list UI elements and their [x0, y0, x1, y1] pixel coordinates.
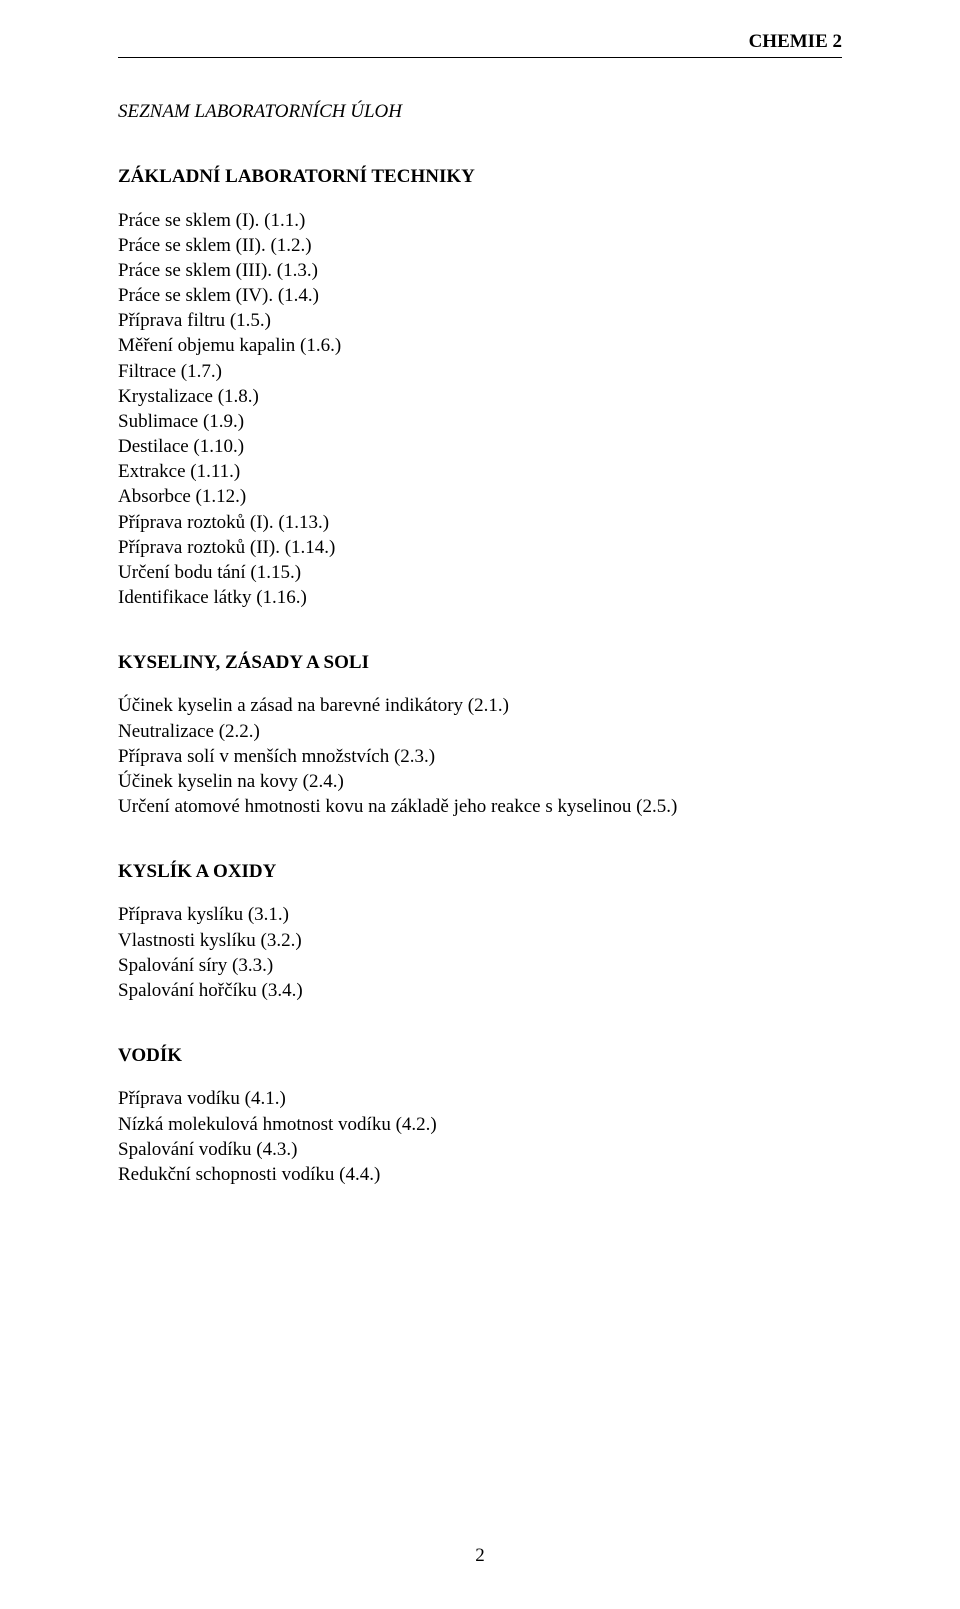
list-item: Práce se sklem (I). (1.1.) — [118, 209, 842, 232]
list-item: Příprava roztoků (II). (1.14.) — [118, 536, 842, 559]
list-item: Absorbce (1.12.) — [118, 485, 842, 508]
list-item: Účinek kyselin a zásad na barevné indiká… — [118, 694, 842, 717]
list-item: Neutralizace (2.2.) — [118, 720, 842, 743]
main-heading: SEZNAM LABORATORNÍCH ÚLOH — [118, 100, 842, 123]
list-item: Příprava solí v menších množstvích (2.3.… — [118, 745, 842, 768]
list-item: Sublimace (1.9.) — [118, 410, 842, 433]
list-item: Příprava kyslíku (3.1.) — [118, 903, 842, 926]
section-title-techniky: ZÁKLADNÍ LABORATORNÍ TECHNIKY — [118, 165, 842, 188]
course-label: CHEMIE 2 — [118, 30, 842, 53]
list-item: Určení atomové hmotnosti kovu na základě… — [118, 795, 842, 818]
list-item: Účinek kyselin na kovy (2.4.) — [118, 770, 842, 793]
item-list-kyseliny: Účinek kyselin a zásad na barevné indiká… — [118, 694, 842, 818]
list-item: Krystalizace (1.8.) — [118, 385, 842, 408]
header-divider — [118, 57, 842, 58]
section-title-kyslik: KYSLÍK A OXIDY — [118, 860, 842, 883]
list-item: Spalování síry (3.3.) — [118, 954, 842, 977]
list-item: Identifikace látky (1.16.) — [118, 586, 842, 609]
list-item: Příprava roztoků (I). (1.13.) — [118, 511, 842, 534]
section-title-kyseliny: KYSELINY, ZÁSADY A SOLI — [118, 651, 842, 674]
list-item: Práce se sklem (III). (1.3.) — [118, 259, 842, 282]
list-item: Spalování hořčíku (3.4.) — [118, 979, 842, 1002]
list-item: Nízká molekulová hmotnost vodíku (4.2.) — [118, 1113, 842, 1136]
list-item: Práce se sklem (IV). (1.4.) — [118, 284, 842, 307]
section-title-vodik: VODÍK — [118, 1044, 842, 1067]
list-item: Spalování vodíku (4.3.) — [118, 1138, 842, 1161]
list-item: Extrakce (1.11.) — [118, 460, 842, 483]
page: CHEMIE 2 SEZNAM LABORATORNÍCH ÚLOH ZÁKLA… — [0, 0, 960, 1609]
list-item: Filtrace (1.7.) — [118, 360, 842, 383]
main-heading-block: SEZNAM LABORATORNÍCH ÚLOH — [118, 100, 842, 123]
document-header: CHEMIE 2 — [118, 30, 842, 58]
list-item: Práce se sklem (II). (1.2.) — [118, 234, 842, 257]
page-number: 2 — [0, 1544, 960, 1567]
list-item: Vlastnosti kyslíku (3.2.) — [118, 929, 842, 952]
list-item: Určení bodu tání (1.15.) — [118, 561, 842, 584]
list-item: Příprava filtru (1.5.) — [118, 309, 842, 332]
list-item: Příprava vodíku (4.1.) — [118, 1087, 842, 1110]
item-list-vodik: Příprava vodíku (4.1.) Nízká molekulová … — [118, 1087, 842, 1186]
item-list-techniky: Práce se sklem (I). (1.1.) Práce se skle… — [118, 209, 842, 610]
list-item: Měření objemu kapalin (1.6.) — [118, 334, 842, 357]
list-item: Redukční schopnosti vodíku (4.4.) — [118, 1163, 842, 1186]
list-item: Destilace (1.10.) — [118, 435, 842, 458]
item-list-kyslik: Příprava kyslíku (3.1.) Vlastnosti kyslí… — [118, 903, 842, 1002]
